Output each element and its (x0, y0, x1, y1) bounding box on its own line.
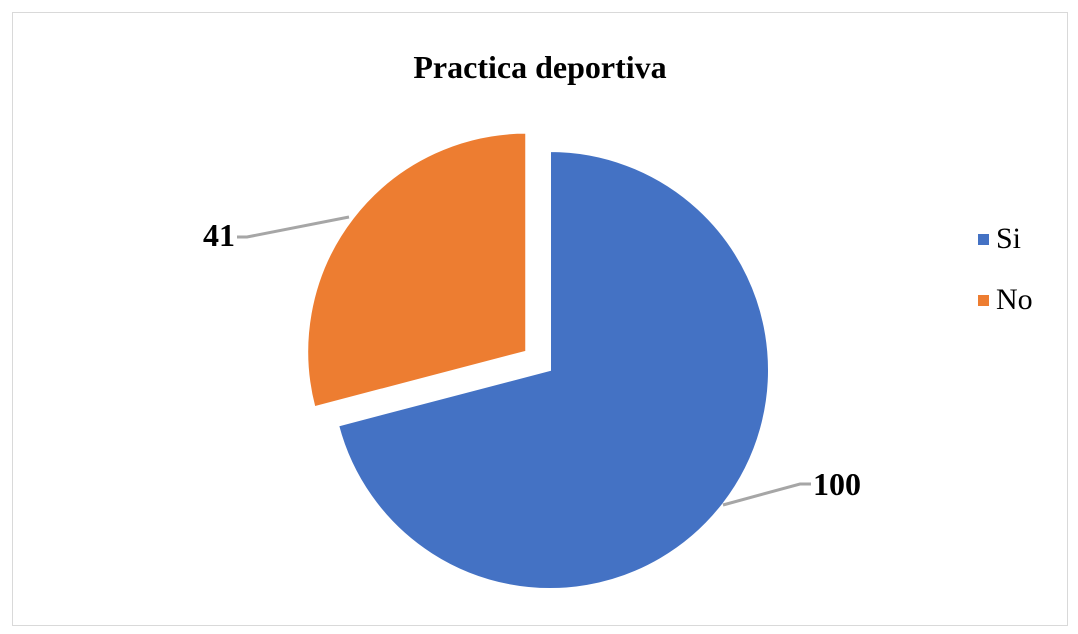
legend-label-si: Si (996, 222, 1022, 255)
legend-swatch-no (978, 294, 989, 306)
chart-title: Practica deportiva (413, 49, 667, 85)
pie-chart: 100 41 (203, 131, 861, 590)
data-label-si: 100 (813, 466, 861, 502)
data-label-no: 41 (203, 217, 235, 253)
legend-swatch-si (978, 233, 989, 245)
legend-item-si: Si (978, 221, 1033, 257)
pie-slice-no (306, 131, 528, 409)
chart-area: Practica deportiva 100 41 Si No (12, 12, 1068, 626)
legend-item-no: No (978, 282, 1033, 318)
leader-line-no (237, 215, 350, 239)
legend-label-no: No (996, 283, 1033, 316)
legend: Si No (978, 221, 1033, 343)
leader-line-si (722, 482, 811, 507)
